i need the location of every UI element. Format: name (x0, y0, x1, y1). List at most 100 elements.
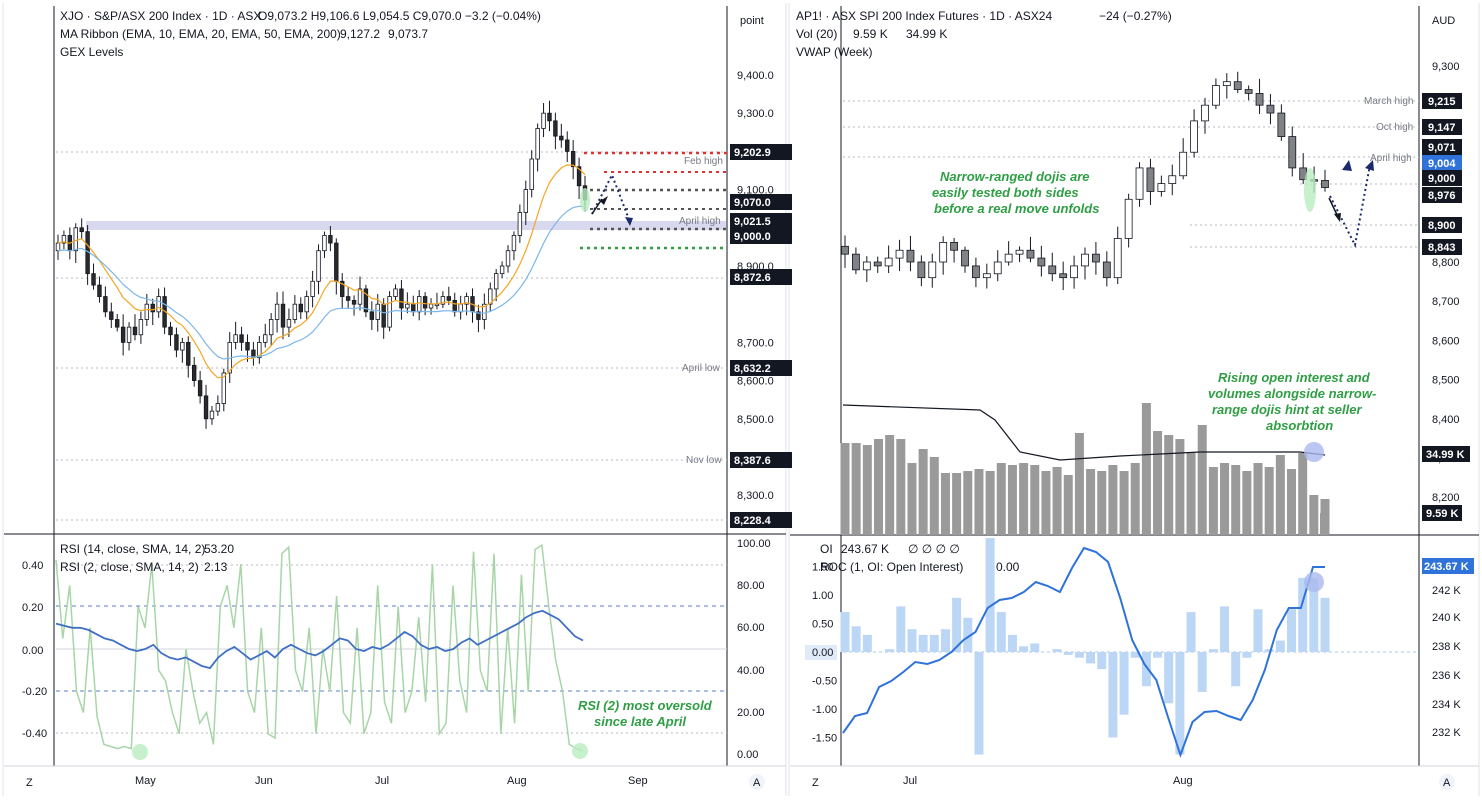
left-candle (565, 139, 570, 152)
left-candle (168, 326, 173, 336)
roc-legend: ROC (1, OI: Open Interest) (820, 560, 963, 574)
april-low-label: April low (682, 363, 721, 374)
roc-tick: 1.50 (812, 562, 833, 574)
left-candle (553, 120, 558, 137)
roc-tick: -1.50 (812, 733, 837, 745)
rsi-annotation-line2: since late April (594, 714, 686, 729)
right-price-tick: 8,700 (1432, 296, 1460, 308)
roc-bar (1264, 649, 1274, 652)
roc-bar (963, 617, 973, 652)
left-candle (499, 265, 505, 275)
volume-bar (1253, 463, 1263, 535)
right-zoom-button: Z (812, 777, 819, 789)
roc-bar (918, 634, 928, 652)
volume-bar (1063, 475, 1073, 535)
right-candle (1004, 253, 1013, 263)
left-candle (144, 303, 150, 320)
left-price-tick: 9,400.0 (737, 70, 774, 82)
left-candle (150, 303, 155, 313)
right-candle (862, 261, 871, 271)
left-price-tag-text: 8,632.2 (734, 363, 771, 375)
ema20-line (57, 205, 586, 360)
volume-bar (862, 445, 872, 535)
left-candle (103, 296, 108, 313)
roc-bar (1019, 646, 1029, 652)
left-candle (263, 334, 268, 343)
right-auto-button[interactable] (1439, 774, 1455, 790)
projection-path (1329, 164, 1371, 249)
right-candle (1190, 120, 1198, 153)
roc-bar (1253, 609, 1263, 652)
left-candle (393, 288, 398, 297)
right-candle (906, 249, 915, 263)
right-candle (1288, 136, 1297, 169)
left-unit-label: point (740, 15, 764, 27)
roc-bar (1175, 652, 1185, 755)
left-price-tick: 8,600.0 (737, 376, 774, 388)
left-auto-button[interactable] (749, 774, 765, 790)
left-candle (245, 341, 250, 351)
rsi2-legend: RSI (2, close, SMA, 14, 2) (60, 560, 199, 574)
roc-bar (1275, 640, 1285, 652)
right-price-tag (1422, 187, 1462, 203)
right-candle (1113, 238, 1122, 279)
right-candle (1255, 93, 1264, 106)
left-candle (523, 189, 528, 213)
april-high-label: April high (679, 216, 721, 227)
volume-bar (1287, 469, 1297, 535)
roc-bar (1242, 652, 1252, 658)
left-candle (233, 334, 238, 343)
roc-bar (1186, 612, 1196, 652)
volume-bar (1007, 465, 1017, 535)
left-legend-ma-v2: 9,073.7 (388, 27, 428, 41)
right-price-tag (1422, 239, 1462, 255)
left-legend-ohlc: O9,073.2 H9,106.6 L9,054.5 C9,070.0 −3.2… (258, 9, 541, 23)
volume-bar (1041, 471, 1051, 535)
right-candle (950, 241, 958, 251)
left-price-tag (730, 144, 792, 160)
current-price-tag-text: 9,070.0 (734, 197, 771, 209)
left-candle (511, 235, 517, 252)
left-candle (541, 112, 546, 129)
arrowhead-icon (1334, 213, 1341, 222)
roc-bar (1320, 597, 1330, 652)
left-candle (239, 334, 244, 343)
left-candle (186, 341, 191, 366)
left-candle (209, 410, 215, 420)
volume-bar (1108, 465, 1118, 535)
roc-bar (1052, 649, 1062, 652)
right-candle (1048, 265, 1057, 275)
left-candle (345, 296, 351, 301)
arrowhead-icon (1365, 160, 1374, 171)
volume-bar (1220, 463, 1230, 535)
left-candle (405, 303, 410, 309)
futures-annotation-1: Narrow-ranged dojis are (940, 169, 1090, 184)
volume-bar (896, 439, 906, 535)
volume-bar (873, 439, 883, 535)
left-candle (381, 303, 386, 328)
left-candle (55, 242, 61, 252)
left-auto-button-label: A (753, 777, 761, 789)
roc-bar (1074, 652, 1084, 658)
right-candle (841, 245, 849, 255)
left-candle (363, 288, 369, 313)
volume-ma-line (842, 404, 1326, 461)
volume-tag-text: 9.59 K (1426, 508, 1458, 520)
left-candle (476, 311, 481, 320)
oi-value: 243.67 K (841, 542, 889, 556)
right-candle (884, 257, 893, 267)
left-candle (322, 235, 327, 252)
left-price-tag-text: 8,872.6 (734, 272, 771, 284)
left-time-tick: Jul (375, 775, 389, 787)
right-legend-vol-v1: 9.59 K (853, 27, 888, 41)
oi-tick: 232 K (1432, 727, 1461, 739)
volume-bar (1197, 425, 1207, 535)
right-price-tick: 8,800 (1432, 257, 1460, 269)
right-candle (1081, 253, 1089, 267)
rsi14-legend: RSI (14, close, SMA, 14, 2) (60, 542, 205, 556)
right-candle (1266, 104, 1275, 114)
right-candle (1146, 167, 1155, 192)
volume-bar (1320, 513, 1329, 535)
left-candle (399, 288, 404, 309)
right-candle (939, 241, 948, 263)
